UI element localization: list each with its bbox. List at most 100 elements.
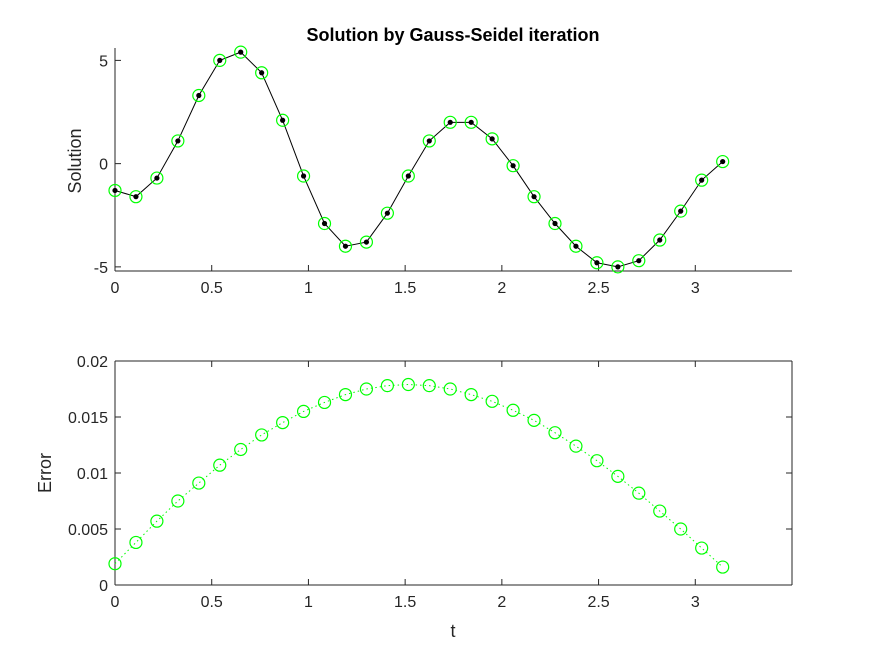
solution-dot-marker [468, 119, 474, 125]
error-x-tick-label: 1.5 [394, 594, 416, 611]
solution-x-tick-label: 2.5 [587, 280, 609, 297]
solution-circle-marker [506, 159, 520, 173]
solution-circle-marker [674, 204, 688, 218]
solution-circle-marker [234, 45, 248, 59]
error-circle-marker [632, 486, 646, 500]
solution-circle-marker [695, 173, 709, 187]
solution-chart-title: Solution by Gauss-Seidel iteration [306, 25, 599, 45]
error-axes-background [115, 361, 792, 585]
error-circle-marker [422, 379, 436, 393]
solution-dot-marker [259, 70, 265, 76]
error-circle-marker [150, 514, 164, 528]
error-x-tick-label: 3 [691, 594, 700, 611]
solution-dot-marker [510, 163, 516, 169]
solution-dot-marker [657, 237, 663, 243]
error-circle-marker [695, 541, 709, 555]
solution-chart: Solution by Gauss-Seidel iteration Solut… [65, 25, 792, 297]
error-x-tick-label: 2.5 [587, 594, 609, 611]
solution-x-tick-label: 0 [111, 280, 120, 297]
solution-circle-marker [485, 132, 499, 146]
solution-circle-marker [129, 190, 143, 204]
solution-circle-marker [632, 254, 646, 268]
error-circle-marker [485, 394, 499, 408]
error-x-axis-label: t [450, 621, 455, 641]
error-circle-marker [401, 377, 415, 392]
error-circle-marker [674, 522, 688, 536]
solution-y-tick-label: 0 [99, 157, 108, 174]
error-y-tick-label: 0.02 [77, 354, 108, 371]
solution-dot-marker [280, 117, 286, 123]
solution-circle-marker [548, 216, 562, 231]
error-circle-marker [359, 382, 374, 396]
solution-dot-marker [615, 264, 621, 270]
solution-circle-marker [422, 134, 436, 148]
solution-dot-marker [720, 158, 726, 165]
solution-dot-marker [594, 260, 600, 266]
solution-dot-marker [238, 49, 244, 55]
solution-circle-marker [171, 134, 185, 148]
solution-x-tick-label: 2 [497, 280, 506, 297]
solution-circle-marker [150, 171, 164, 185]
solution-dot-marker [489, 136, 495, 142]
error-circle-marker [213, 458, 227, 472]
error-axes: 0 0.5 1 1.5 2 2.5 3 0 0.005 0.01 0.015 0.02 [68, 354, 793, 611]
solution-circle-marker [380, 206, 394, 220]
error-x-tick-label: 2 [497, 594, 506, 611]
solution-x-tick-label: 3 [691, 280, 700, 297]
error-plot-area [108, 377, 730, 574]
solution-dot-marker [636, 258, 642, 264]
solution-dot-marker [531, 194, 537, 200]
error-circle-marker [548, 426, 562, 440]
solution-plot-area [108, 45, 730, 274]
solution-circle-marker [108, 183, 122, 198]
error-circle-marker [506, 403, 520, 417]
solution-dot-marker [552, 220, 558, 227]
error-x-tick-label: 0 [111, 594, 120, 611]
solution-x-tick-label: 0.5 [201, 280, 223, 297]
error-circle-marker [192, 476, 206, 490]
solution-circle-marker [317, 216, 332, 231]
error-circle-marker [317, 395, 332, 410]
error-circle-marker [716, 560, 730, 574]
error-circle-marker [653, 504, 667, 518]
error-y-tick-label: 0.01 [77, 466, 108, 483]
error-circle-marker [255, 428, 269, 442]
solution-circle-marker [716, 154, 730, 169]
solution-series-line [114, 51, 724, 268]
solution-circle-marker [401, 169, 415, 183]
error-circle-marker [296, 404, 311, 418]
solution-circle-marker [213, 53, 227, 67]
solution-circle-marker [590, 256, 604, 270]
error-circle-marker [590, 454, 604, 468]
solution-circle-marker [276, 113, 290, 127]
solution-dot-marker [426, 138, 432, 144]
solution-dot-marker [573, 243, 579, 249]
solution-axes: 0 0.5 1 1.5 2 2.5 3-505 [94, 48, 792, 297]
solution-dot-marker [321, 220, 328, 227]
error-circle-marker [380, 379, 394, 393]
solution-circle-marker [192, 88, 206, 103]
error-circle-marker [108, 557, 122, 571]
error-circle-marker [129, 535, 143, 550]
solution-dot-marker [699, 177, 705, 183]
solution-x-tick-label: 1 [304, 280, 313, 297]
solution-dot-marker [405, 173, 411, 179]
solution-dot-marker [447, 119, 453, 125]
error-series-line [114, 384, 724, 568]
error-y-tick-label: 0.005 [68, 522, 108, 539]
solution-circle-marker [338, 239, 353, 253]
error-circle-marker [569, 439, 583, 453]
solution-axes-background [115, 48, 792, 271]
error-circle-marker [443, 382, 457, 396]
solution-y-tick-label: 5 [99, 53, 108, 70]
error-x-tick-label: 1 [304, 594, 313, 611]
solution-circle-marker [527, 190, 541, 204]
solution-circle-marker [611, 260, 625, 274]
error-circle-marker [276, 416, 290, 430]
solution-dot-marker [196, 92, 202, 99]
solution-dot-marker [154, 175, 160, 181]
error-y-tick-label: 0 [99, 578, 108, 595]
error-x-tick-label: 0.5 [201, 594, 223, 611]
error-circle-marker [171, 494, 185, 508]
